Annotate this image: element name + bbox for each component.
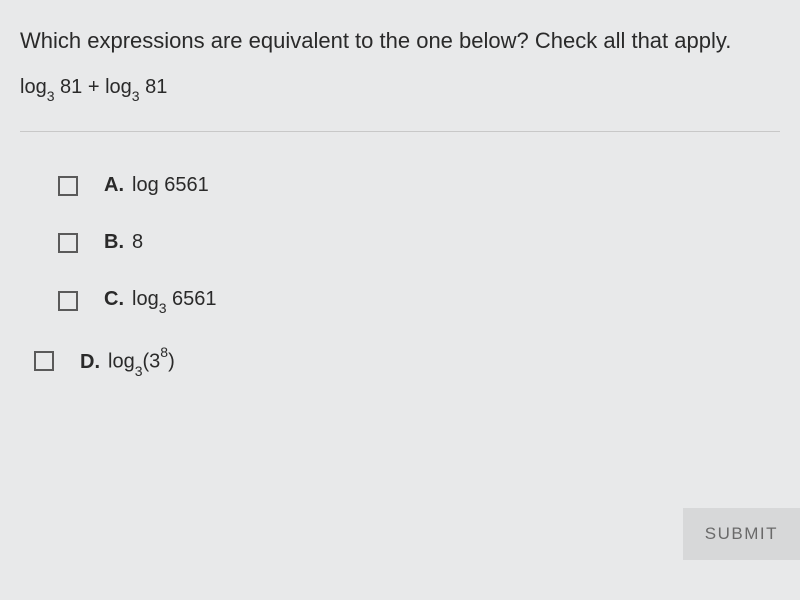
option-text: 8: [132, 231, 143, 253]
expr-part: log: [20, 76, 47, 98]
options-list: A.log 6561 B.8 C.log3 6561 D.log3(38): [20, 174, 780, 376]
option-d: D. log3(38): [34, 347, 780, 376]
option-sup: 8: [160, 344, 168, 360]
checkbox-c[interactable]: [58, 291, 78, 311]
expr-sub: 3: [132, 88, 140, 104]
option-letter: D.: [80, 351, 100, 373]
option-sub: 3: [135, 363, 143, 379]
question-prompt: Which expressions are equivalent to the …: [20, 28, 780, 54]
question-expression: log3 81 + log3 81: [20, 76, 780, 101]
option-d-label: D. log3(38): [80, 347, 175, 376]
option-a: A. log 6561: [58, 174, 780, 197]
option-sub: 3: [159, 300, 167, 316]
section-divider: [20, 131, 780, 132]
option-text: log 6561: [132, 174, 209, 196]
checkbox-a[interactable]: [58, 176, 78, 196]
option-text-suffix: 6561: [167, 288, 217, 310]
expr-part: 81: [140, 76, 168, 98]
expr-sub: 3: [47, 88, 55, 104]
option-a-label: A. log 6561: [104, 174, 209, 197]
option-text-suffix: ): [168, 351, 175, 373]
option-letter: C.: [104, 288, 124, 310]
option-letter: A.: [104, 174, 124, 196]
submit-button[interactable]: SUBMIT: [683, 508, 800, 560]
expr-part: 81 + log: [55, 76, 132, 98]
option-text-mid: (3: [143, 351, 161, 373]
option-b: B. 8: [58, 231, 780, 254]
option-letter: B.: [104, 231, 124, 253]
option-c-label: C. log3 6561: [104, 288, 217, 313]
option-c: C. log3 6561: [58, 288, 780, 313]
checkbox-b[interactable]: [58, 233, 78, 253]
question-container: Which expressions are equivalent to the …: [0, 0, 800, 430]
option-text-prefix: log: [132, 288, 159, 310]
option-text-prefix: log: [108, 351, 135, 373]
option-b-label: B. 8: [104, 231, 143, 254]
checkbox-d[interactable]: [34, 351, 54, 371]
